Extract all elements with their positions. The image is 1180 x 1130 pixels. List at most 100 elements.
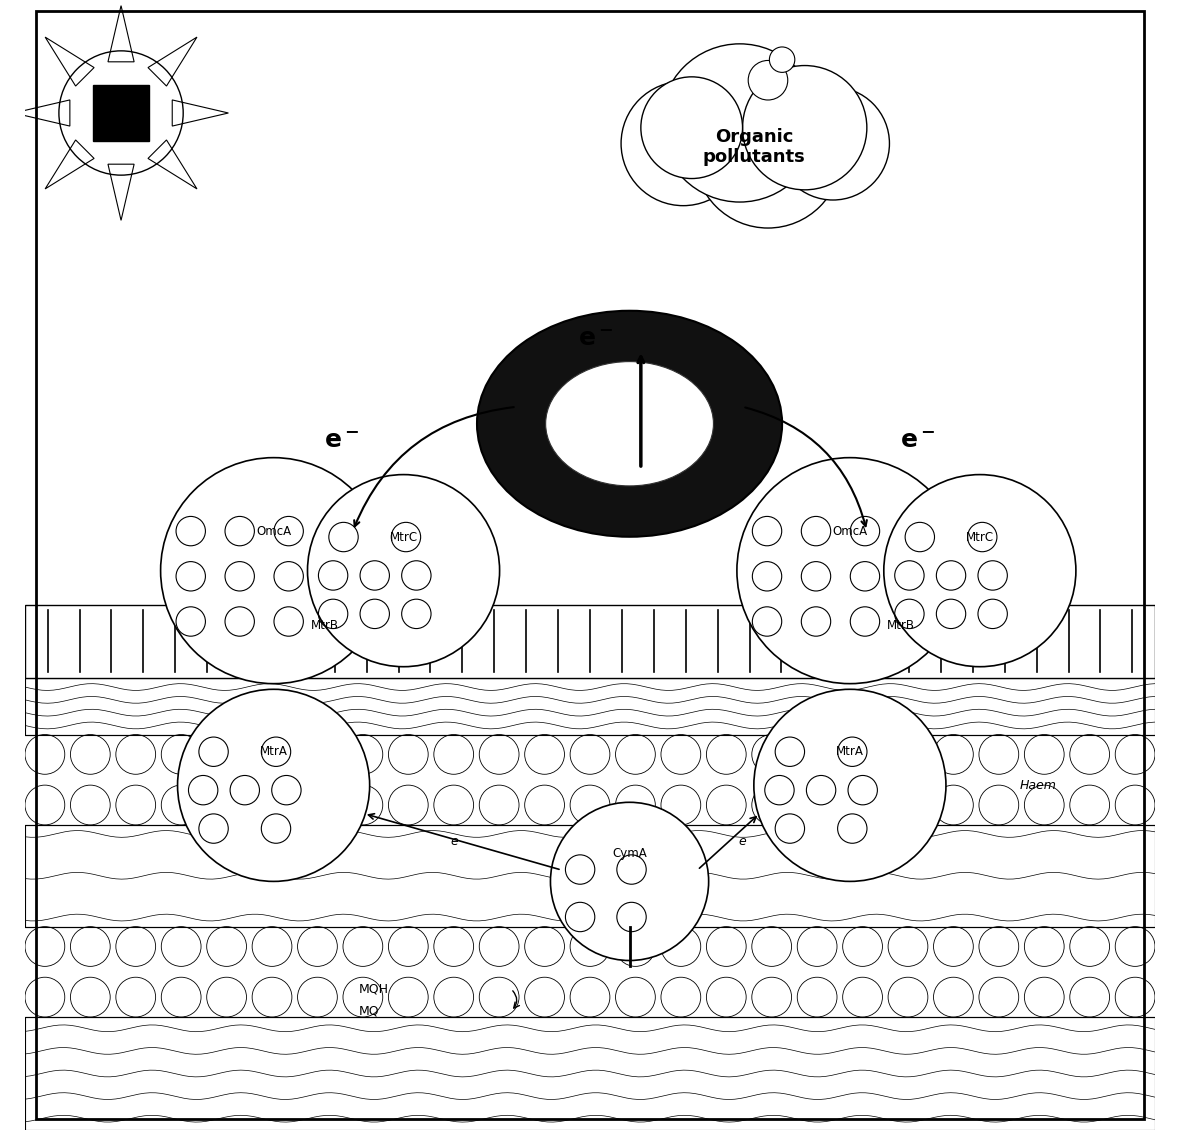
Circle shape [707,734,746,774]
Circle shape [752,977,792,1017]
Circle shape [308,475,499,667]
Polygon shape [618,401,641,469]
Circle shape [525,927,564,966]
Circle shape [525,734,564,774]
Circle shape [752,927,792,966]
Circle shape [884,475,1076,667]
Circle shape [162,785,201,825]
Circle shape [206,785,247,825]
Circle shape [388,927,428,966]
Text: e: e [451,835,458,849]
Circle shape [253,927,291,966]
Circle shape [1115,734,1155,774]
Circle shape [616,734,655,774]
Circle shape [695,81,841,228]
Circle shape [388,977,428,1017]
Circle shape [889,977,927,1017]
Circle shape [776,87,890,200]
Circle shape [116,927,156,966]
Bar [25,1017,1155,1130]
Circle shape [979,734,1018,774]
Circle shape [162,977,201,1017]
Bar [25,678,1155,734]
Circle shape [979,977,1018,1017]
Text: MtrA: MtrA [260,745,288,758]
Circle shape [736,458,963,684]
Circle shape [479,977,519,1017]
Circle shape [434,927,473,966]
Circle shape [1024,927,1064,966]
Circle shape [177,689,369,881]
Circle shape [116,734,156,774]
Circle shape [752,734,792,774]
Circle shape [162,734,201,774]
Circle shape [707,785,746,825]
Circle shape [71,785,110,825]
Circle shape [616,785,655,825]
Text: Haem: Haem [1020,779,1056,792]
Circle shape [343,785,382,825]
Circle shape [661,785,701,825]
Circle shape [71,977,110,1017]
Circle shape [933,785,973,825]
Circle shape [1070,785,1109,825]
Circle shape [661,927,701,966]
Circle shape [616,927,655,966]
Text: MtrB: MtrB [310,619,339,633]
Text: MtrB: MtrB [886,619,914,633]
Circle shape [71,734,110,774]
Circle shape [343,927,382,966]
Text: $\mathbf{e^-}$: $\mathbf{e^-}$ [900,428,936,453]
Circle shape [889,734,927,774]
Text: $\mathbf{e^-}$: $\mathbf{e^-}$ [578,327,614,351]
Circle shape [343,977,382,1017]
Circle shape [343,734,382,774]
Bar [93,85,149,141]
Circle shape [843,734,883,774]
Circle shape [116,977,156,1017]
Text: MQH: MQH [359,982,388,996]
Circle shape [570,785,610,825]
Circle shape [253,785,291,825]
Circle shape [525,785,564,825]
Text: MtrC: MtrC [965,530,994,544]
Circle shape [206,734,247,774]
Circle shape [297,977,337,1017]
Text: $\mathbf{e^-}$: $\mathbf{e^-}$ [323,428,359,453]
Circle shape [754,689,946,881]
Text: MQ: MQ [359,1005,379,1018]
Circle shape [752,785,792,825]
Circle shape [25,927,65,966]
Circle shape [570,734,610,774]
Circle shape [570,927,610,966]
Circle shape [843,785,883,825]
Bar [25,825,1155,927]
Circle shape [661,44,819,202]
Circle shape [479,927,519,966]
Circle shape [661,734,701,774]
Text: Organic
pollutants: Organic pollutants [702,128,805,166]
Circle shape [798,977,837,1017]
Circle shape [933,734,973,774]
Circle shape [843,977,883,1017]
Circle shape [707,927,746,966]
Circle shape [641,77,742,179]
Circle shape [889,785,927,825]
Circle shape [1115,927,1155,966]
Circle shape [1115,785,1155,825]
Ellipse shape [545,362,714,486]
Ellipse shape [477,311,782,537]
Circle shape [748,60,788,101]
Text: CymA: CymA [612,848,647,860]
Circle shape [661,977,701,1017]
Circle shape [979,785,1018,825]
Circle shape [1115,977,1155,1017]
Circle shape [25,785,65,825]
Circle shape [1024,785,1064,825]
Circle shape [742,66,867,190]
Circle shape [25,977,65,1017]
Circle shape [933,927,973,966]
Circle shape [843,927,883,966]
Text: MtrC: MtrC [389,530,418,544]
Circle shape [253,977,291,1017]
